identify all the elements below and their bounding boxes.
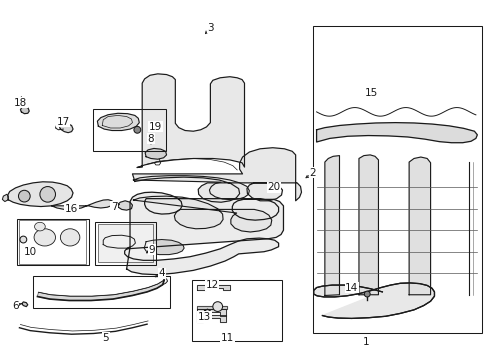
Text: 6: 6	[12, 301, 19, 311]
Polygon shape	[132, 148, 301, 202]
Ellipse shape	[35, 222, 45, 231]
Polygon shape	[126, 192, 283, 249]
Text: 5: 5	[102, 333, 109, 343]
Text: 11: 11	[221, 333, 234, 343]
Polygon shape	[196, 306, 227, 309]
Text: 14: 14	[345, 283, 358, 293]
Text: 9: 9	[148, 245, 155, 255]
Polygon shape	[358, 155, 378, 295]
Text: 20: 20	[266, 182, 280, 192]
Text: 7: 7	[110, 202, 117, 212]
Polygon shape	[118, 201, 132, 210]
Polygon shape	[124, 238, 278, 275]
Text: 13: 13	[198, 312, 211, 322]
Polygon shape	[38, 276, 165, 301]
Circle shape	[20, 236, 27, 243]
Ellipse shape	[60, 229, 80, 246]
Text: 12: 12	[205, 280, 219, 290]
Polygon shape	[408, 157, 430, 295]
Polygon shape	[2, 194, 8, 202]
Circle shape	[364, 291, 369, 297]
Polygon shape	[316, 123, 476, 143]
Polygon shape	[197, 309, 225, 316]
Text: 10: 10	[23, 247, 37, 257]
Text: 19: 19	[148, 122, 162, 132]
Text: 2: 2	[309, 168, 315, 178]
Bar	[33, 276, 170, 309]
Polygon shape	[133, 196, 271, 232]
Circle shape	[134, 126, 141, 133]
Polygon shape	[103, 235, 135, 248]
Polygon shape	[145, 148, 166, 159]
Polygon shape	[313, 283, 433, 319]
Bar	[93, 109, 165, 151]
Polygon shape	[144, 239, 183, 255]
Polygon shape	[137, 74, 244, 167]
Polygon shape	[324, 156, 339, 296]
Text: 18: 18	[14, 98, 27, 108]
Circle shape	[212, 302, 222, 311]
Polygon shape	[197, 315, 225, 321]
Text: 4: 4	[158, 268, 164, 278]
Polygon shape	[204, 309, 210, 314]
Polygon shape	[268, 183, 272, 186]
Text: 8: 8	[147, 134, 154, 144]
Polygon shape	[20, 107, 29, 114]
Polygon shape	[8, 182, 73, 207]
Bar	[192, 280, 282, 341]
Polygon shape	[97, 113, 139, 131]
Text: 16: 16	[65, 204, 78, 214]
Text: 1: 1	[362, 337, 369, 347]
Polygon shape	[59, 123, 73, 133]
Polygon shape	[52, 200, 113, 210]
Polygon shape	[133, 176, 249, 200]
Bar	[95, 222, 156, 265]
Polygon shape	[22, 302, 28, 307]
Bar	[312, 26, 481, 333]
Circle shape	[40, 186, 55, 202]
Text: 3: 3	[206, 23, 213, 33]
Polygon shape	[196, 285, 229, 291]
Ellipse shape	[34, 229, 55, 246]
Circle shape	[19, 190, 30, 202]
Bar	[20, 220, 85, 264]
Text: 15: 15	[364, 88, 377, 98]
Text: 17: 17	[57, 117, 70, 127]
Bar	[17, 219, 88, 265]
Bar	[98, 225, 153, 262]
